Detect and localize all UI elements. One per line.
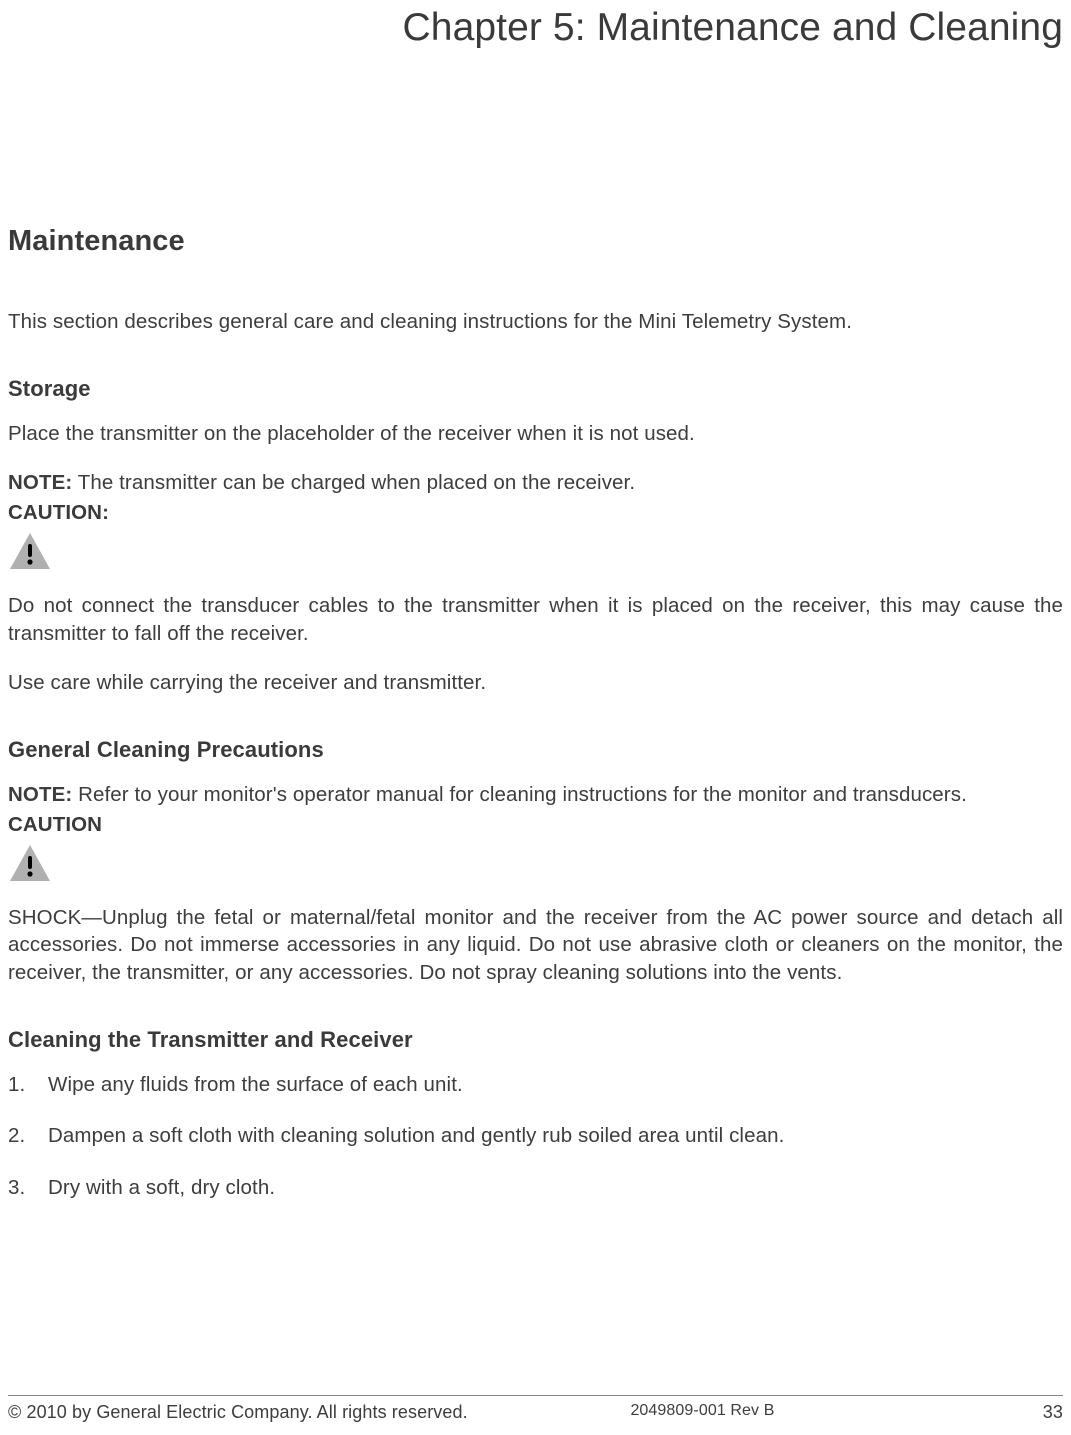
storage-caution-body-2: Use care while carrying the receiver and… (8, 669, 1063, 697)
cleaning-note: NOTE: Refer to your monitor's operator m… (8, 781, 1063, 809)
warning-icon (8, 841, 1063, 904)
page-footer: © 2010 by General Electric Company. All … (8, 1395, 1063, 1423)
maintenance-intro: This section describes general care and … (8, 308, 1063, 336)
cleaning-steps-list: Wipe any fluids from the surface of each… (8, 1071, 1063, 1202)
footer-copyright: © 2010 by General Electric Company. All … (8, 1402, 468, 1423)
footer-page-number: 33 (1043, 1402, 1063, 1423)
list-item: Dampen a soft cloth with cleaning soluti… (8, 1122, 1063, 1150)
note-label: NOTE: (8, 471, 72, 494)
heading-storage: Storage (8, 376, 1063, 402)
list-item: Wipe any fluids from the surface of each… (8, 1071, 1063, 1099)
storage-caution-body-1: Do not connect the transducer cables to … (8, 592, 1063, 647)
warning-icon (8, 529, 1063, 592)
storage-note: NOTE: The transmitter can be charged whe… (8, 469, 1063, 497)
note-text: Refer to your monitor's operator manual … (72, 783, 967, 806)
list-item: Dry with a soft, dry cloth. (8, 1174, 1063, 1202)
heading-cleaning-tr: Cleaning the Transmitter and Receiver (8, 1027, 1063, 1053)
shock-body: SHOCK—Unplug the fetal or maternal/fetal… (8, 904, 1063, 987)
heading-cleaning-precautions: General Cleaning Precautions (8, 737, 1063, 763)
storage-body: Place the transmitter on the placeholder… (8, 420, 1063, 448)
caution-label: CAUTION: (8, 501, 1063, 525)
caution-label: CAUTION (8, 813, 1063, 837)
note-text: The transmitter can be charged when plac… (72, 471, 635, 494)
chapter-title: Chapter 5: Maintenance and Cleaning (8, 0, 1063, 50)
heading-maintenance: Maintenance (8, 225, 1063, 258)
note-label: NOTE: (8, 783, 72, 806)
footer-doc-rev: 2049809-001 Rev B (630, 1402, 774, 1420)
